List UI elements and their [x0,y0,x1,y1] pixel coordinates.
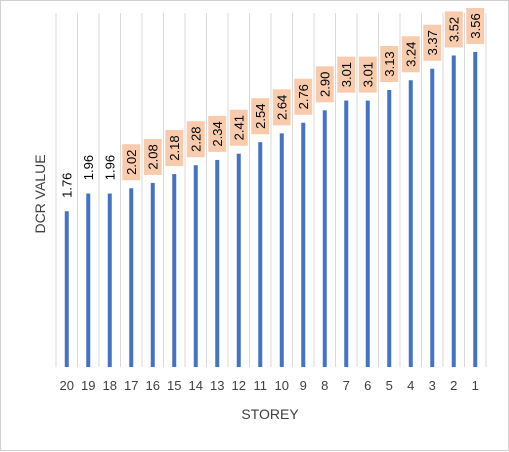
bars [64,51,478,368]
data-label: 1.96 [102,155,117,180]
x-tick-label: 9 [300,378,307,393]
data-label: 3.01 [339,62,354,87]
data-label: 3.24 [403,42,418,67]
x-tick-label: 3 [429,378,436,393]
x-tick-label: 15 [167,378,181,393]
data-label: 2.54 [253,104,268,129]
bar [322,110,327,367]
x-tick-label: 11 [254,378,268,393]
data-labels: 1.76 1.96 1.96 2.02 2.08 2.18 2.28 2.34 2.41 2.54… [59,7,485,198]
data-label-box [401,36,420,73]
bar [365,100,370,368]
data-label: 2.34 [210,121,225,146]
bar [387,89,392,368]
data-label: 3.13 [382,51,397,76]
bar [279,133,284,367]
bar [215,159,220,367]
bar [258,142,263,367]
data-label-box [358,56,377,93]
bar [236,153,241,367]
bar [150,182,155,367]
data-label-box [315,66,334,103]
bar [408,80,413,367]
data-label: 2.64 [274,95,289,120]
data-label: 2.41 [231,115,246,140]
bar [451,55,456,367]
data-label-box [165,130,184,167]
data-label-box [208,115,227,152]
data-label: 2.76 [296,84,311,109]
data-label-box [143,138,162,175]
bar [344,100,349,368]
y-axis-title: DCR VALUE [32,154,48,233]
data-label-box [423,24,442,61]
data-label-box [444,11,463,48]
x-tick-labels: 20 19 18 17 16 15 14 13 12 11 10 9 8 7 6 5 4 3 2 1 [60,378,479,393]
x-tick-label: 19 [81,378,95,393]
gridlines [55,13,487,367]
data-label: 3.52 [446,17,461,42]
data-label-box [380,45,399,82]
x-tick-label: 1 [472,378,479,393]
x-tick-label: 14 [189,378,203,393]
bar [430,68,435,367]
data-label: 3.01 [360,62,375,87]
bar [107,193,112,367]
data-label: 3.56 [468,13,483,38]
bar [172,174,177,367]
data-label: 2.28 [188,127,203,152]
x-tick-label: 7 [343,378,350,393]
bar [193,165,198,367]
data-label-box [337,56,356,93]
x-axis-title: STOREY [241,406,299,422]
bar [64,211,69,367]
x-tick-label: 5 [386,378,393,393]
data-label-box [122,144,141,181]
x-tick-label: 8 [321,378,328,393]
data-label: 1.76 [59,173,74,198]
data-label-box [466,7,485,44]
x-tick-label: 10 [275,378,289,393]
data-label-box [229,109,248,146]
bar [129,188,134,367]
data-label: 2.02 [124,150,139,175]
x-tick-label: 12 [232,378,246,393]
data-label-box [251,98,270,135]
data-label-box [294,78,313,115]
x-tick-label: 6 [364,378,371,393]
x-tick-label: 16 [146,378,160,393]
bar [301,122,306,368]
x-tick-label: 20 [60,378,74,393]
x-tick-label: 18 [103,378,117,393]
x-tick-label: 13 [210,378,224,393]
data-label-box [186,121,205,158]
bar [86,193,91,367]
data-label: 2.08 [145,144,160,169]
x-tick-label: 4 [407,378,414,393]
data-label: 2.90 [317,72,332,97]
data-label-box [272,89,291,126]
data-label: 1.96 [81,155,96,180]
data-label: 2.18 [167,135,182,160]
data-label: 3.37 [425,30,440,55]
bar [473,51,478,367]
x-tick-label: 17 [124,378,138,393]
x-tick-label: 2 [450,378,457,393]
